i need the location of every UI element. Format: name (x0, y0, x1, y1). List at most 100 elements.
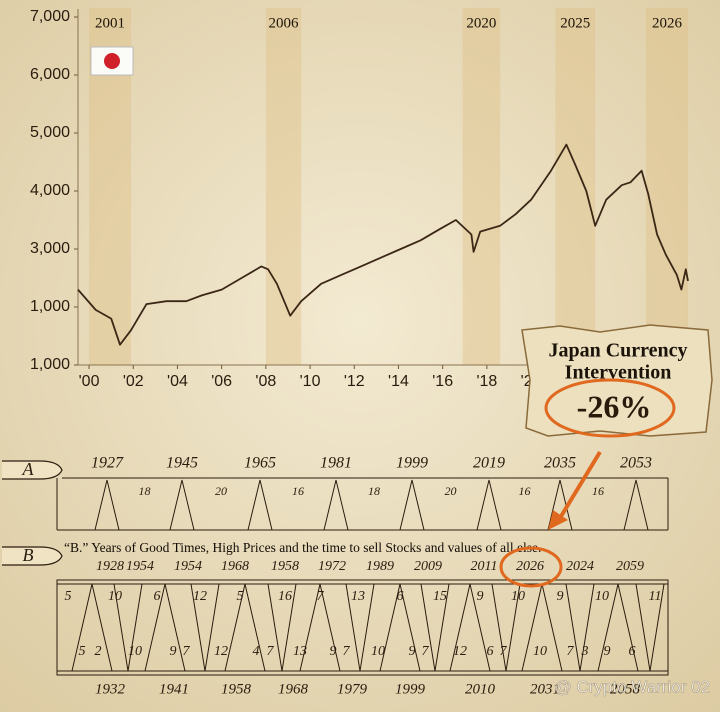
cycle-gap: 7 (317, 589, 325, 604)
cycle-gap: 6 (397, 589, 404, 604)
pointing-hand (2, 460, 63, 480)
cycle-year: 1945 (166, 455, 198, 472)
x-tick-label: '16 (432, 373, 453, 390)
cycle-year: 1968 (221, 559, 249, 574)
cycle-gap: 16 (292, 484, 304, 498)
cycle-gap: 3 (581, 644, 589, 659)
y-tick-label: 7,000 (30, 8, 70, 25)
cycle-zigzag (449, 583, 491, 672)
highlight-band (646, 8, 688, 365)
callout-value: -26% (577, 388, 652, 424)
cycle-gap: 20 (215, 484, 227, 498)
cycle-year: 2026 (516, 559, 544, 574)
cycle-peak (399, 479, 425, 531)
cycle-gap: 5 (65, 589, 72, 604)
x-tick-label: '04 (167, 373, 188, 390)
cycle-gap: 7 (183, 644, 191, 659)
cycle-peak (623, 479, 649, 531)
pointing-hand (2, 546, 63, 566)
cycle-peak (247, 479, 273, 531)
cycle-year: 2009 (414, 559, 442, 574)
row-label: A (22, 459, 35, 479)
x-tick-label: '08 (255, 373, 276, 390)
cycle-gap: 2 (95, 644, 102, 659)
cycle-zigzag (345, 583, 375, 672)
highlight-ring (544, 378, 676, 438)
cycle-year: 1999 (395, 681, 426, 697)
cycle-gap: 9 (557, 589, 564, 604)
flag-sun (104, 53, 120, 69)
band-label: 2001 (95, 15, 125, 31)
cycle-gap: 7 (500, 644, 508, 659)
cycle-zigzag (420, 583, 450, 672)
cycle-gap: 5 (237, 589, 244, 604)
cycle-gap: 9 (477, 589, 484, 604)
cycle-zigzag (224, 583, 266, 672)
cycle-year: 2031 (530, 681, 560, 697)
cycle-peak (547, 479, 573, 531)
x-tick-label: '12 (344, 373, 365, 390)
cycle-zigzag (491, 583, 521, 672)
cycle-gap: 12 (214, 644, 228, 659)
cycle-year: 1941 (159, 681, 189, 697)
cycle-peak (94, 479, 120, 531)
cycle-gap: 7 (567, 644, 575, 659)
index-line (77, 143, 689, 346)
watermark: @ Crypto Warrior 02 (555, 677, 711, 696)
cycle-gap: 10 (128, 644, 142, 659)
cycle-gap: 6 (487, 644, 494, 659)
year-ring (499, 546, 563, 588)
cycle-gap: 10 (108, 589, 122, 604)
band-label: 2006 (269, 15, 300, 31)
band-label: 2025 (560, 15, 590, 31)
cycle-year: 2059 (616, 559, 644, 574)
cycle-zigzag (635, 583, 665, 672)
cycle-year: 1989 (366, 559, 394, 574)
cycle-gap: 20 (445, 484, 457, 498)
cycle-peak (476, 479, 502, 531)
cycle-peak (169, 479, 195, 531)
cycle-gap: 9 (604, 644, 611, 659)
x-tick-label: '06 (211, 373, 232, 390)
cycle-year: 2011 (471, 559, 498, 574)
cycle-gap: 5 (79, 644, 86, 659)
cycle-zigzag (379, 583, 421, 672)
cycle-year: 1927 (91, 455, 124, 472)
cycle-gap: 16 (592, 484, 604, 498)
cycle-gap: 7 (267, 644, 275, 659)
callout-title: Intervention (565, 362, 672, 384)
highlight-band (265, 8, 302, 365)
cycle-year: 1958 (271, 559, 299, 574)
cycle-year: 1928 (96, 559, 124, 574)
cycle-gap: 10 (595, 589, 609, 604)
cycle-frame (56, 579, 669, 676)
cycle-gap: 9 (330, 644, 337, 659)
highlight-band (555, 8, 596, 365)
cycle-gap: 10 (371, 644, 385, 659)
x-tick-label: '10 (300, 373, 321, 390)
band-label: 2026 (652, 15, 683, 31)
cycle-gap: 16 (278, 589, 292, 604)
cycle-zigzag (267, 583, 297, 672)
cycle-gap: 7 (422, 644, 430, 659)
cycle-year: 2019 (473, 455, 505, 472)
cycle-year: 1954 (126, 559, 154, 574)
x-tick-label: '18 (476, 373, 497, 390)
cycle-gap: 10 (511, 589, 525, 604)
cycle-year: 1979 (337, 681, 368, 697)
x-tick-label: '00 (79, 373, 100, 390)
y-tick-label: 4,000 (30, 182, 70, 199)
caption: “B.” Years of Good Times, High Prices an… (64, 540, 541, 555)
y-tick-label: 1,000 (30, 298, 70, 315)
cycle-gap: 13 (351, 589, 365, 604)
y-tick-label: 1,000 (30, 356, 70, 373)
x-tick-label: '14 (388, 373, 409, 390)
cycle-gap: 4 (253, 644, 260, 659)
cycle-gap: 13 (293, 644, 307, 659)
cycle-zigzag (565, 583, 595, 672)
cycle-zigzag (190, 583, 220, 672)
cycle-year: 2058 (610, 681, 641, 697)
y-tick-label: 3,000 (30, 240, 70, 257)
